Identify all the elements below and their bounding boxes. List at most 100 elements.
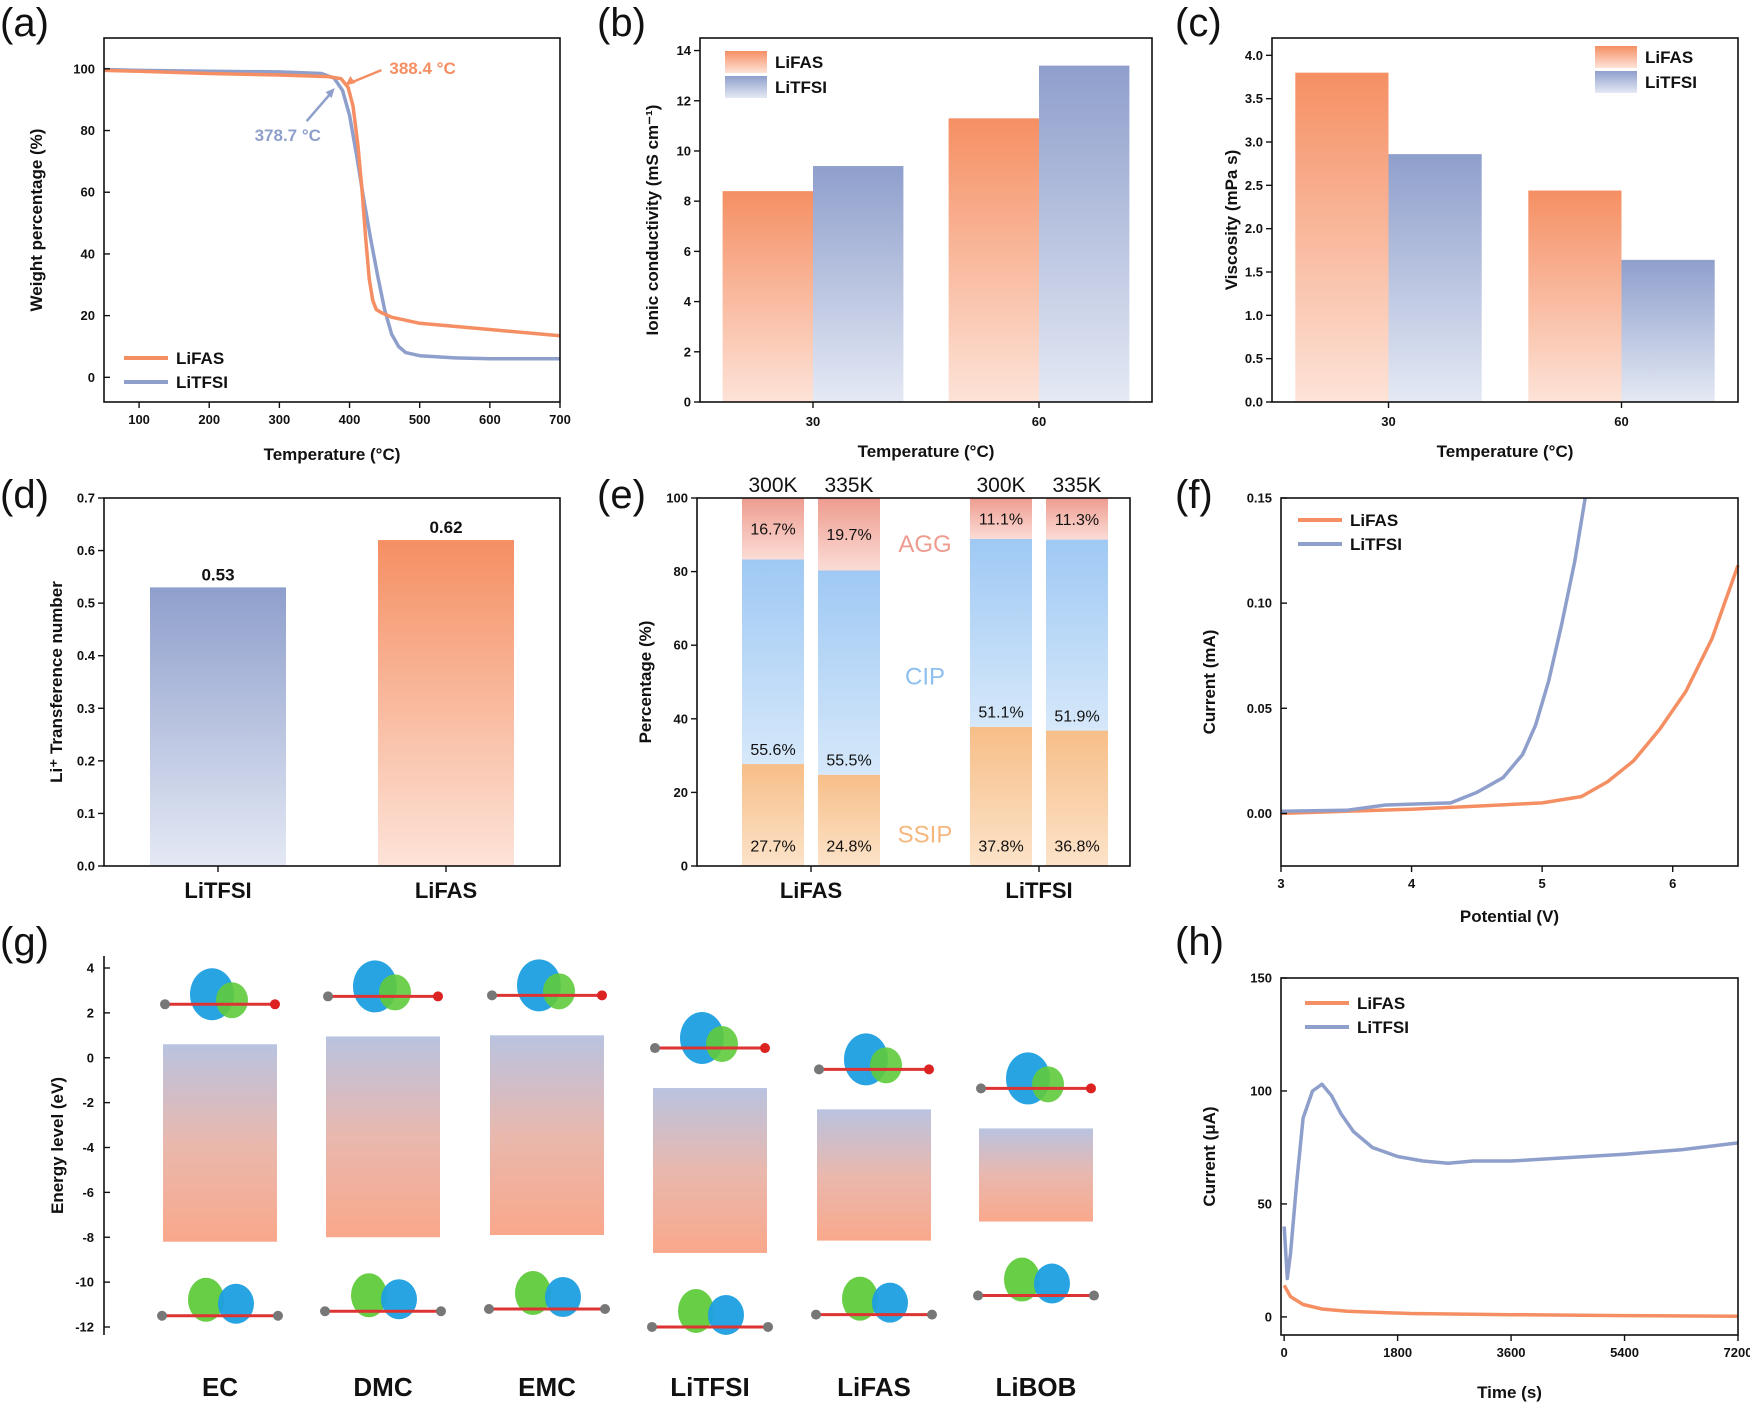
b-xtick-label: 60 [1032, 414, 1046, 429]
g-homo-atom [484, 1304, 494, 1315]
g-ytick-label: -10 [75, 1275, 94, 1290]
a-xtick-label: 600 [479, 412, 501, 427]
panel-label-a: (a) [0, 1, 49, 45]
c-ytick-label: 4.0 [1245, 48, 1263, 63]
f-xtick-label: 3 [1277, 876, 1284, 891]
c-xtick-label: 30 [1381, 414, 1395, 429]
e-data-label-cip-2: 51.1% [978, 705, 1023, 722]
d-ytick-label: 0.1 [77, 806, 95, 821]
g-energy-bar-lifas [817, 1109, 931, 1241]
panel-e-solvation-chart: 27.7% 55.6% 16.7% 300K 24.8% 55.5% 19.7% 335K 37… [636, 474, 1131, 903]
f-series-lifas [1280, 564, 1740, 816]
e-bar-1-cip [818, 570, 880, 775]
a-plot-frame [103, 37, 561, 403]
b-x-axis-title: Temperature (°C) [858, 442, 995, 461]
g-lumo-orbital-ec [160, 968, 280, 1021]
panel-d-transference-chart: 0.53 LiTFSI 0.62 LiFAS 0.0 0.1 0.2 0.3 0.4 0.5 0.6… [47, 491, 561, 903]
e-data-label-ssip-3: 36.8% [1054, 838, 1099, 855]
h-ytick-label: 150 [1250, 971, 1272, 986]
h-xtick-label: 1800 [1383, 1345, 1412, 1360]
c-legend-swatch-lifas [1595, 46, 1637, 68]
f-xtick-label: 4 [1408, 876, 1416, 891]
e-y-axis-title: Percentage (%) [636, 621, 655, 744]
e-ytick-label: 80 [674, 564, 688, 579]
e-bar-2-agg [970, 498, 1032, 539]
g-molecule-label-dmc: DMC [353, 1372, 412, 1402]
c-ytick-label: 1.5 [1245, 265, 1263, 280]
c-plot-frame [1271, 37, 1739, 403]
e-data-label-agg-0: 16.7% [750, 522, 795, 539]
a-y-axis-title: Weight percentage (%) [27, 129, 46, 312]
d-category-label-lifas: LiFAS [415, 878, 477, 903]
c-bar-lifas-30 [1295, 72, 1389, 403]
g-homo-atom [600, 1304, 610, 1315]
c-ytick-label: 0.0 [1245, 395, 1263, 410]
e-ytick-label: 0 [681, 859, 688, 874]
f-x-axis-title: Potential (V) [1460, 907, 1559, 926]
g-molecule-label-emc: EMC [518, 1372, 576, 1402]
d-bar-litfsi [150, 587, 286, 866]
a-xtick-label: 700 [549, 412, 571, 427]
e-ytick-label: 100 [666, 491, 688, 506]
g-molecule-label-lifas: LiFAS [837, 1372, 911, 1402]
g-lumo-atom [924, 1064, 934, 1075]
a-ytick-label: 60 [81, 185, 95, 200]
h-x-axis-title: Time (s) [1477, 1383, 1542, 1402]
d-bar-lifas [378, 540, 514, 866]
g-lumo-atom [323, 991, 333, 1002]
e-bar-temp-label-0: 300K [748, 474, 797, 497]
b-xtick-label: 30 [806, 414, 820, 429]
g-lumo-lobe-green [870, 1047, 902, 1084]
d-category-label-litfsi: LiTFSI [184, 878, 251, 903]
b-ytick-label: 8 [684, 194, 691, 209]
f-xtick-label: 5 [1539, 876, 1546, 891]
e-bar-temp-label-3: 335K [1052, 474, 1101, 497]
e-group-label-lifas: LiFAS [780, 878, 842, 903]
c-ytick-label: 2.5 [1245, 178, 1263, 193]
a-xtick-label: 100 [128, 412, 150, 427]
h-legend-label-lifas: LiFAS [1357, 994, 1405, 1013]
c-xtick-label: 60 [1614, 414, 1628, 429]
a-xtick-label: 500 [409, 412, 431, 427]
g-molecule-label-libob: LiBOB [996, 1372, 1077, 1402]
panel-label-c: (c) [1175, 1, 1222, 45]
g-lumo-atom [270, 999, 280, 1010]
g-homo-atom [973, 1290, 983, 1301]
b-ytick-label: 0 [684, 395, 691, 410]
e-data-label-agg-2: 11.1% [979, 511, 1023, 528]
g-ytick-label: -12 [75, 1320, 94, 1335]
f-legend-label-lifas: LiFAS [1350, 511, 1398, 530]
c-ytick-label: 1.0 [1245, 308, 1263, 323]
a-xtick-label: 300 [269, 412, 291, 427]
g-energy-bar-emc [490, 1035, 604, 1236]
g-molecule-label-litfsi: LiTFSI [670, 1372, 749, 1402]
f-xtick-label: 6 [1669, 876, 1676, 891]
g-homo-atom [157, 1310, 167, 1321]
c-legend-label-litfsi: LiTFSI [1645, 73, 1697, 92]
e-bar-2-ssip [970, 726, 1032, 866]
e-bar-temp-label-2: 300K [976, 474, 1025, 497]
a-ytick-label: 80 [81, 123, 95, 138]
e-ytick-label: 60 [674, 638, 688, 653]
b-ytick-label: 2 [684, 344, 691, 359]
e-data-label-cip-3: 51.9% [1054, 708, 1099, 725]
a-legend-label-lifas: LiFAS [176, 349, 224, 368]
panel-f-lsv-chart: 0.00 0.05 0.10 0.15 3 4 5 6 Potential (V) Current… [1200, 491, 1740, 926]
a-legend-label-litfsi: LiTFSI [176, 373, 228, 392]
g-homo-atom [436, 1306, 446, 1317]
d-ytick-label: 0.4 [77, 648, 96, 663]
e-data-label-ssip-0: 27.7% [750, 838, 795, 855]
c-x-axis-title: Temperature (°C) [1437, 442, 1574, 461]
b-bar-lifas-30 [722, 191, 813, 402]
h-series-lifas [1282, 1284, 1739, 1318]
b-legend-swatch-lifas [725, 51, 767, 73]
c-ytick-label: 3.0 [1245, 135, 1263, 150]
g-homo-lobe-blue [708, 1294, 744, 1335]
e-data-label-agg-1: 19.7% [826, 527, 871, 544]
g-lumo-atom [160, 999, 170, 1010]
g-homo-lobe-blue [545, 1277, 581, 1318]
e-data-label-cip-1: 55.5% [826, 753, 871, 770]
g-homo-orbital-litfsi [647, 1288, 773, 1335]
g-homo-lobe-green [188, 1277, 224, 1322]
panel-label-f: (f) [1175, 473, 1213, 517]
